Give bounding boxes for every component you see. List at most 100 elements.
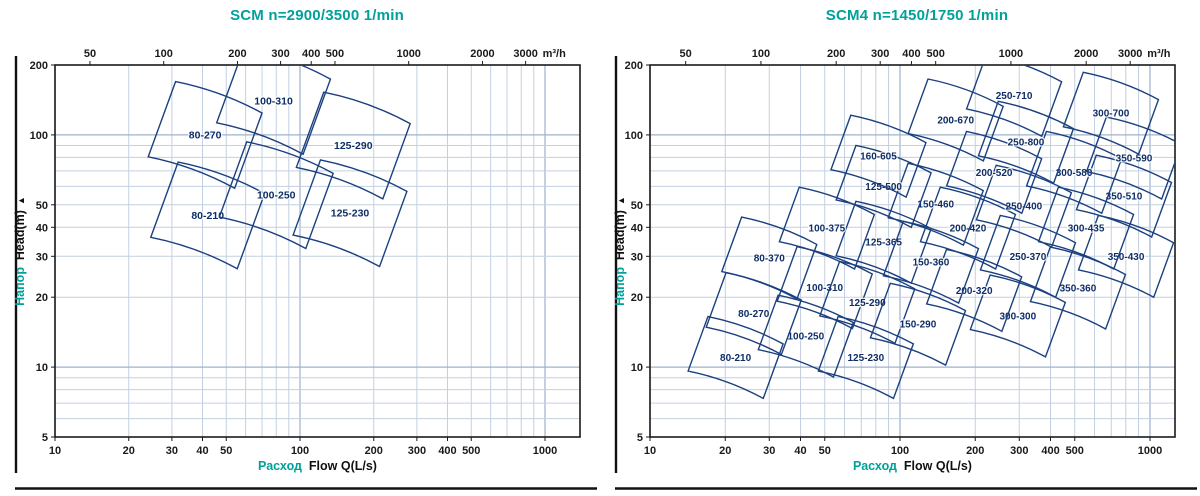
x-tick-label: 20 bbox=[123, 445, 135, 457]
pump-region-outline bbox=[218, 141, 335, 250]
x-top-tick-label: 400 bbox=[302, 48, 320, 60]
y-tick-label: 200 bbox=[625, 60, 643, 72]
pump-region-outline bbox=[925, 248, 1023, 333]
pump-region-label: 160-605 bbox=[860, 152, 897, 163]
pump-region-label: 125-230 bbox=[847, 353, 884, 364]
x-top-tick-label: 2000 bbox=[1074, 48, 1098, 60]
y-tick-label: 30 bbox=[36, 251, 48, 263]
pump-region-label: 125-290 bbox=[849, 298, 886, 309]
y-tick-label: 100 bbox=[30, 130, 48, 142]
y-tick-label: 100 bbox=[625, 130, 643, 142]
x-top-tick-label: 1000 bbox=[396, 48, 420, 60]
pump-region-outline bbox=[776, 245, 874, 330]
x-tick-label: 500 bbox=[1066, 445, 1084, 457]
x-tick-label: 300 bbox=[1010, 445, 1028, 457]
pump-region-outline bbox=[147, 80, 263, 190]
x-top-tick-label: 2000 bbox=[470, 48, 494, 60]
pump-region-outline bbox=[1037, 186, 1135, 270]
x-top-unit-label: m³/h bbox=[543, 48, 567, 60]
pump-region-label: 80-270 bbox=[738, 309, 770, 320]
x-top-tick-label: 3000 bbox=[1118, 48, 1142, 60]
x-top-tick-label: 300 bbox=[871, 48, 889, 60]
y-axis-title: Напор Head(m) ▲ bbox=[613, 196, 627, 306]
x-top-tick-label: 1000 bbox=[999, 48, 1023, 60]
chart-title-scm: SCM n=2900/3500 1/min bbox=[230, 7, 404, 24]
pump-region-label: 150-360 bbox=[913, 258, 950, 269]
chart-panel-scm4: SCM4 n=1450/1750 1/min 10 20 30 40 50 100 200 3… bbox=[600, 0, 1200, 496]
plot-frame bbox=[54, 64, 581, 438]
pump-region-label: 80-210 bbox=[191, 210, 224, 222]
x-tick-label: 200 bbox=[365, 445, 383, 457]
x-tick-label: 1000 bbox=[1138, 445, 1162, 457]
pump-region-label: 80-370 bbox=[754, 254, 786, 265]
pump-region-outline bbox=[687, 315, 784, 400]
pump-region-outline bbox=[869, 282, 967, 367]
pump-region-outline bbox=[149, 161, 266, 270]
pump-region-label: 300-700 bbox=[1093, 109, 1130, 120]
x-tick-label: 100 bbox=[291, 445, 309, 457]
pump-region-label: 300-580 bbox=[1056, 168, 1093, 179]
x-tick-label: 50 bbox=[819, 445, 831, 457]
pump-region-label: 350-510 bbox=[1106, 192, 1143, 203]
pump-region-outline bbox=[817, 315, 915, 400]
x-top-tick-label: 500 bbox=[326, 48, 344, 60]
x-tick-label: 400 bbox=[438, 445, 456, 457]
chart-title-scm4: SCM4 n=1450/1750 1/min bbox=[825, 7, 1009, 24]
x-top-unit-label: m³/h bbox=[1147, 48, 1171, 60]
x-top-tick-label: 100 bbox=[752, 48, 770, 60]
x-axis-top-ticks: 50 100 200 300 400 500 1000 2000 3000 m³/h bbox=[84, 48, 566, 65]
x-tick-label: 40 bbox=[794, 445, 806, 457]
x-tick-label: 50 bbox=[220, 445, 232, 457]
pump-region-label: 80-210 bbox=[720, 353, 752, 364]
x-tick-label: 30 bbox=[763, 445, 775, 457]
x-tick-label: 300 bbox=[408, 445, 426, 457]
pump-region-label: 200-420 bbox=[950, 224, 987, 235]
y-tick-label: 50 bbox=[36, 200, 48, 212]
x-top-tick-label: 200 bbox=[228, 48, 246, 60]
pump-region-label: 200-520 bbox=[976, 168, 1013, 179]
pump-region-outline bbox=[1085, 116, 1175, 200]
pump-region-outline bbox=[1062, 71, 1160, 156]
pump-region-outline bbox=[1029, 246, 1127, 330]
pump-region-outline bbox=[945, 130, 1043, 215]
pump-region-label: 125-500 bbox=[865, 182, 902, 193]
pump-region-outline bbox=[979, 214, 1077, 299]
pump-region-outline bbox=[975, 164, 1073, 249]
x-axis-top-ticks: 50 100 200 300 400 500 1000 2000 3000 m³/h bbox=[680, 48, 1171, 65]
chart-canvas-scm4: 10 20 30 40 50 100 200 300 400 500 1000 50 100 200 300… bbox=[613, 48, 1197, 490]
x-axis-title: Расход Flow Q(L/s) bbox=[853, 459, 972, 473]
pump-region-outline bbox=[215, 65, 332, 156]
pump-region-outline bbox=[965, 65, 1063, 138]
pump-regions: 80-210 80-270 100-250 100-310 125-230 125-290 bbox=[147, 65, 412, 270]
pump-region-outline bbox=[1025, 130, 1123, 215]
pump-region-label: 100-250 bbox=[787, 332, 824, 343]
x-tick-label: 10 bbox=[644, 445, 656, 457]
pump-region-label: 150-460 bbox=[917, 200, 954, 211]
y-tick-label: 40 bbox=[631, 222, 643, 234]
pump-region-label: 100-250 bbox=[257, 190, 296, 202]
pump-region-outline bbox=[835, 144, 932, 229]
x-top-tick-label: 400 bbox=[902, 48, 920, 60]
pump-region-label: 300-435 bbox=[1068, 224, 1105, 235]
y-tick-label: 30 bbox=[631, 251, 643, 263]
x-tick-label: 40 bbox=[196, 445, 208, 457]
pump-region-outline bbox=[969, 274, 1067, 358]
y-tick-label: 50 bbox=[631, 200, 643, 212]
pump-region-outline bbox=[907, 78, 1005, 162]
x-top-tick-label: 500 bbox=[926, 48, 944, 60]
x-tick-label: 30 bbox=[166, 445, 178, 457]
x-axis-bottom-ticks: 10 20 30 40 50 100 200 300 400 500 1000 bbox=[49, 437, 557, 457]
y-tick-label: 5 bbox=[637, 432, 643, 444]
x-tick-label: 20 bbox=[719, 445, 731, 457]
y-tick-label: 200 bbox=[30, 60, 48, 72]
chart-canvas-scm: 10 20 30 40 50 100 200 300 400 500 1000 50 100 200 300… bbox=[13, 48, 597, 490]
y-tick-label: 10 bbox=[36, 362, 48, 374]
pump-region-outline bbox=[882, 220, 980, 305]
x-axis-title: Расход Flow Q(L/s) bbox=[258, 459, 377, 473]
pump-region-label: 350-360 bbox=[1060, 284, 1097, 295]
pump-region-outline bbox=[1077, 214, 1175, 299]
pump-region-outline bbox=[295, 91, 412, 200]
plot-frame bbox=[649, 64, 1176, 438]
grid-lines bbox=[649, 64, 1175, 438]
